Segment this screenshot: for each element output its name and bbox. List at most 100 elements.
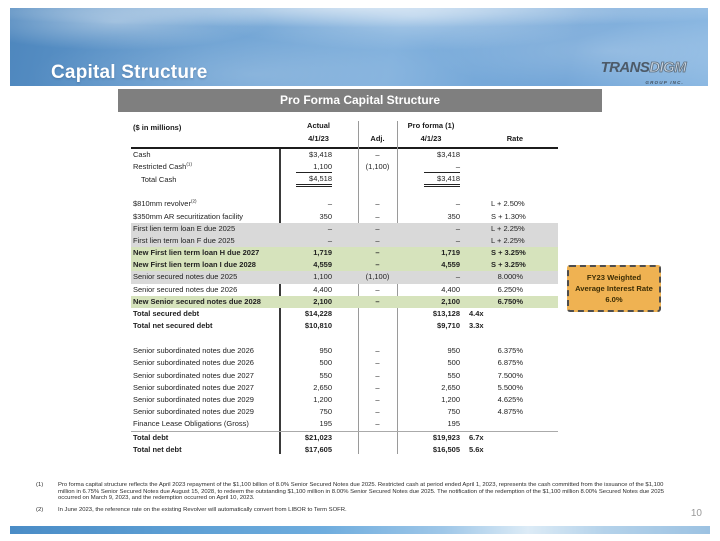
cell-actual: 750: [319, 407, 332, 417]
cell-actual: 2,650: [313, 382, 332, 392]
units-label: ($ in millions): [133, 123, 182, 132]
cell-actual: 1,100: [279, 161, 358, 174]
cell-actual: 350: [319, 211, 332, 221]
cell-lev: 5.6x: [469, 444, 484, 454]
cell-adj: (1,100): [365, 162, 390, 172]
cell-adj: –: [375, 370, 380, 380]
col-header-actual: Actual: [307, 121, 330, 130]
cell-actual: –: [327, 223, 332, 233]
cell-actual: 1,100: [313, 272, 332, 282]
table-row: Total net debt $17,605 $16,505 5.6x: [131, 444, 558, 456]
page-title: Capital Structure: [51, 62, 208, 83]
cell-adj: –: [375, 235, 380, 245]
cell-proforma: 4,559: [441, 260, 460, 270]
table-row: $350mm AR securitization facility 350 – 350…: [131, 211, 558, 223]
cell-rate: S + 1.30%: [491, 211, 526, 221]
table-row: Senior secured notes due 2025 1,100 (1,100…: [131, 271, 558, 284]
col-header-proforma-date: 4/1/23: [420, 134, 442, 143]
row-label: Senior subordinated notes due 2026: [133, 358, 254, 368]
cell-actual: –: [327, 199, 332, 209]
transdigm-logo: TRANSDIGM GROUP INC.: [601, 60, 687, 90]
cell-adj: –: [375, 199, 380, 209]
cell-rate: 6.250%: [497, 284, 523, 294]
table-row: Senior secured notes due 2026 4,400 – 4,400…: [131, 284, 558, 296]
cell-proforma: $3,418: [397, 173, 465, 188]
cell-rate: L + 2.50%: [491, 199, 525, 209]
row-label: Total debt: [133, 432, 169, 442]
cell-actual: 950: [319, 346, 332, 356]
capital-structure-table: Cash $3,418 – $3,418 Restricted Cash(1) 1,100…: [131, 149, 558, 456]
row-label: Senior secured notes due 2026: [133, 284, 238, 294]
row-label: Total net secured debt: [133, 321, 213, 331]
col-header-proforma: Pro forma (1): [407, 121, 455, 130]
row-label: $350mm AR securitization facility: [133, 211, 244, 221]
cell-proforma: 1,719: [441, 248, 460, 258]
cell-adj: –: [375, 260, 380, 270]
cell-actual: $4,518: [279, 173, 358, 188]
col-header-actual-date: 4/1/23: [308, 134, 329, 143]
cell-proforma: –: [455, 199, 460, 209]
cell-rate: 4.625%: [497, 394, 523, 404]
table-row: Senior subordinated notes due 2029 750 – 75…: [131, 406, 558, 418]
cell-proforma: $9,710: [437, 321, 460, 331]
cell-actual: $3,418: [309, 150, 332, 159]
cell-actual: 4,400: [313, 284, 332, 294]
table-row: Total debt $21,023 $19,923 6.7x: [131, 432, 558, 444]
cell-adj: –: [375, 211, 380, 221]
cell-proforma: 950: [447, 346, 460, 356]
cell-adj: (1,100): [365, 272, 390, 282]
cell-actual: 4,559: [313, 260, 332, 270]
cell-proforma: 4,400: [441, 284, 460, 294]
row-label: Senior subordinated notes due 2027: [133, 382, 254, 392]
table-row: Total secured debt $14,228 $13,128 4.4x: [131, 308, 558, 320]
table-row: Cash $3,418 – $3,418: [131, 149, 558, 161]
weighted-interest-rate-callout: FY23 Weighted Average Interest Rate 6.0%: [567, 265, 661, 312]
table-row: First lien term loan E due 2025 – – – L + 2.…: [131, 222, 558, 235]
cell-proforma: $3,418: [437, 150, 460, 159]
table-row: Senior subordinated notes due 2027 2,650 –…: [131, 382, 558, 394]
table-row: Total Cash $4,518 $3,418: [131, 173, 558, 188]
row-label: Senior subordinated notes due 2029: [133, 394, 254, 404]
table-row: New Senior secured notes due 2028 2,100 – 2…: [131, 295, 558, 309]
cell-rate: L + 2.25%: [491, 235, 525, 245]
table-row: Restricted Cash(1) 1,100 (1,100) –: [131, 161, 558, 174]
cell-rate: 8.000%: [497, 272, 523, 282]
cell-actual: 550: [319, 370, 332, 380]
table-row: New First lien term loan I due 2028 4,559…: [131, 259, 558, 272]
row-label: First lien term loan F due 2025: [133, 235, 235, 245]
cell-actual: 1,719: [313, 248, 332, 258]
cell-adj: –: [375, 419, 380, 429]
cell-actual: –: [327, 235, 332, 245]
cell-actual: $10,810: [304, 321, 332, 331]
row-label: $810mm revolver(2): [133, 198, 197, 209]
section-title: Pro Forma Capital Structure: [118, 89, 602, 112]
row-label: Senior subordinated notes due 2027: [133, 370, 254, 380]
table-row: Senior subordinated notes due 2026 950 – 95…: [131, 345, 558, 357]
cell-adj: –: [375, 358, 380, 368]
cell-proforma: –: [455, 235, 460, 245]
cell-actual: 500: [319, 358, 332, 368]
row-label: New First lien term loan H due 2027: [133, 248, 260, 258]
cell-lev: 6.7x: [469, 432, 484, 442]
cell-adj: –: [375, 150, 380, 159]
table-row: Senior subordinated notes due 2027 550 – 55…: [131, 370, 558, 382]
table-row: Senior subordinated notes due 2026 500 – 50…: [131, 357, 558, 369]
cell-rate: 6.750%: [497, 296, 523, 306]
row-label: Cash: [133, 150, 151, 159]
cell-proforma: $13,128: [432, 309, 460, 319]
row-label: Total net debt: [133, 444, 182, 454]
table-row: $810mm revolver(2) – – – L + 2.50%: [131, 198, 558, 210]
footnote: (1) Pro forma capital structure reflects …: [36, 482, 676, 502]
cell-adj: –: [375, 223, 380, 233]
cell-adj: –: [375, 346, 380, 356]
table-row: Finance Lease Obligations (Gross) 195 – 195: [131, 418, 558, 432]
table-row: New First lien term loan H due 2027 1,719…: [131, 247, 558, 260]
cell-proforma: –: [455, 223, 460, 233]
cell-rate: L + 2.25%: [491, 223, 525, 233]
cell-rate: 5.500%: [497, 382, 523, 392]
footnote-number: (2): [36, 506, 44, 513]
cell-proforma: 550: [447, 370, 460, 380]
cell-proforma: 500: [447, 358, 460, 368]
cell-actual: 195: [319, 419, 332, 429]
